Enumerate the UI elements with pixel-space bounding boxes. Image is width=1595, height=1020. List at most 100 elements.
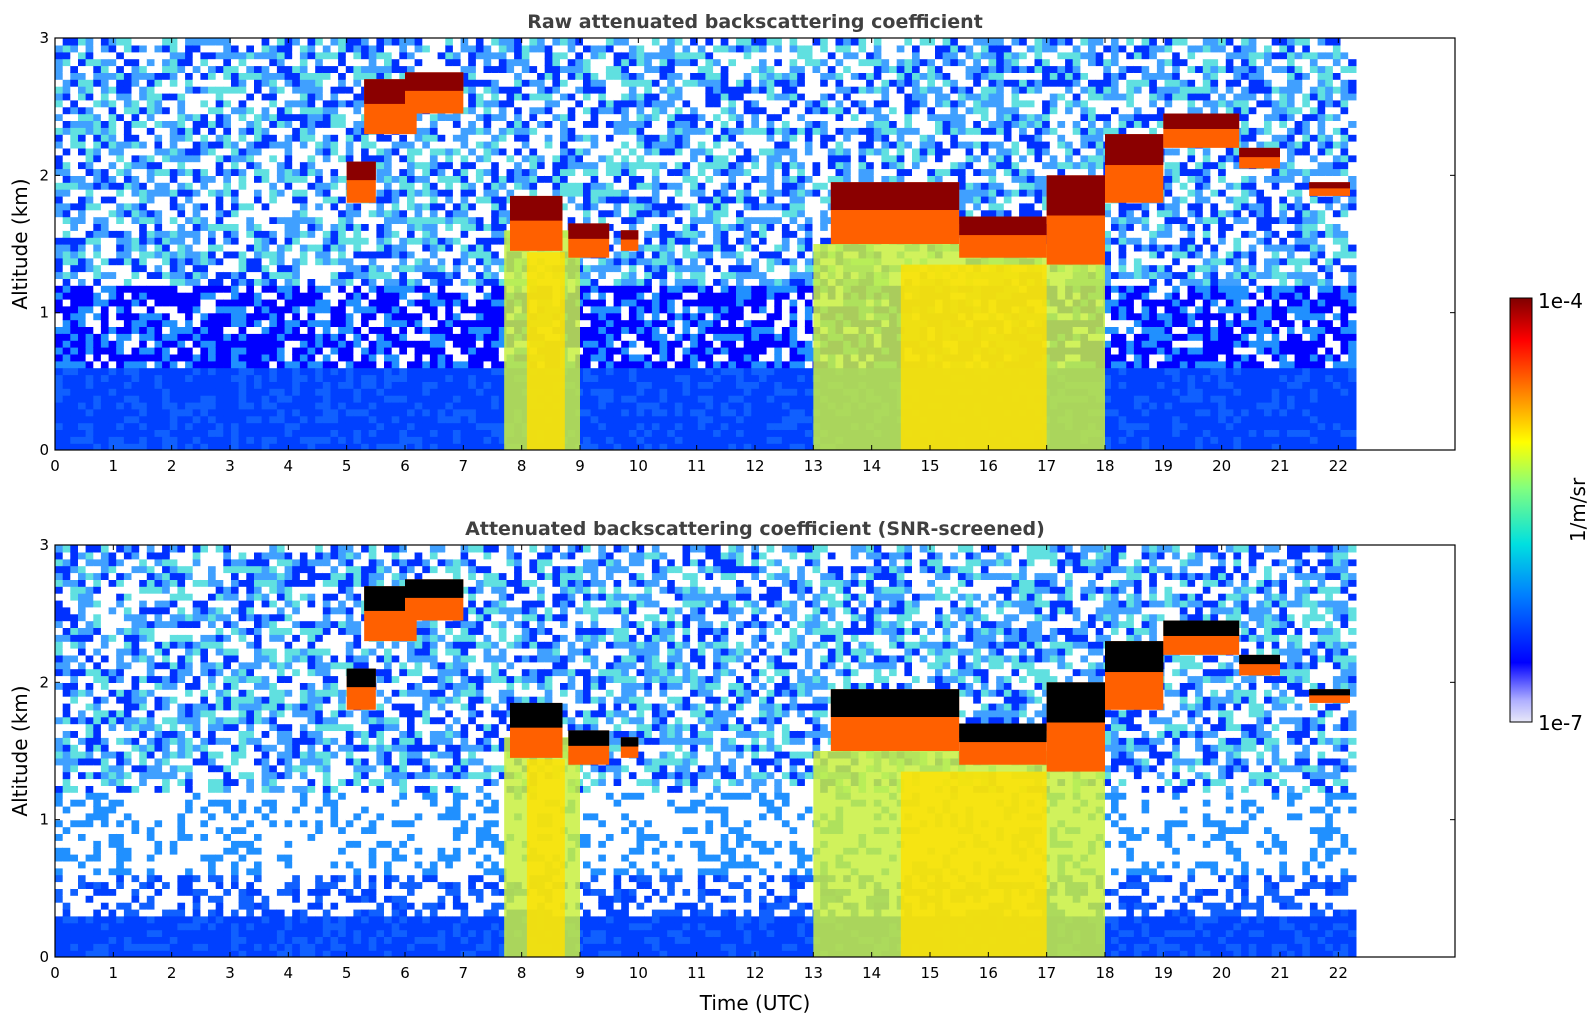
heatmap-cell <box>231 65 240 73</box>
heatmap-cell <box>506 147 515 156</box>
heatmap-cell <box>452 408 462 417</box>
heatmap-cell <box>537 65 546 73</box>
heatmap-cell <box>468 134 477 142</box>
heatmap-cell <box>506 38 515 46</box>
heatmap-cell <box>292 388 301 396</box>
heatmap-cell <box>498 44 508 53</box>
heatmap-cell <box>139 106 148 115</box>
heatmap-cell <box>422 388 431 396</box>
heatmap-cell <box>139 86 148 94</box>
heatmap-cell <box>659 367 668 376</box>
heatmap-cell <box>475 340 485 348</box>
heatmap-cell <box>391 429 400 437</box>
heatmap-cell <box>345 319 355 327</box>
heatmap-cell <box>537 189 546 197</box>
heatmap-cell <box>682 367 691 376</box>
heatmap-cell <box>376 58 385 67</box>
heatmap-cell <box>468 292 477 300</box>
heatmap-cell <box>269 381 278 389</box>
heatmap-cell <box>636 401 645 410</box>
heatmap-cell <box>376 44 385 53</box>
heatmap-cell <box>514 58 523 67</box>
heatmap-cell <box>261 360 270 369</box>
heatmap-cell <box>491 305 500 314</box>
heatmap-cell <box>185 285 194 293</box>
heatmap-cell <box>185 175 194 183</box>
heatmap-cell <box>70 429 79 437</box>
heatmap-cell <box>399 333 408 341</box>
heatmap-cell <box>70 257 79 266</box>
heatmap-cell <box>483 230 492 238</box>
heatmap-cell <box>254 347 263 355</box>
heatmap-cell <box>345 202 355 211</box>
heatmap-cell <box>391 367 400 376</box>
heatmap-cell <box>384 285 393 293</box>
heatmap-cell <box>93 230 102 238</box>
heatmap-cell <box>605 422 615 430</box>
heatmap-cell <box>246 141 255 149</box>
heatmap-cell <box>644 161 653 170</box>
heatmap-cell <box>399 209 408 218</box>
heatmap-cell <box>353 58 362 67</box>
heatmap-cell <box>192 147 201 156</box>
heatmap-cell <box>598 388 607 396</box>
heatmap-cell <box>682 271 691 279</box>
heatmap-cell <box>361 429 370 437</box>
heatmap-cell <box>644 436 653 444</box>
heatmap-cell <box>276 401 286 410</box>
heatmap-cell <box>78 189 87 197</box>
heatmap-cell <box>215 134 224 142</box>
heatmap-cell <box>491 292 500 300</box>
heatmap-cell <box>70 38 79 46</box>
heatmap-cell <box>276 250 286 259</box>
heatmap-cell <box>62 298 71 307</box>
heatmap-cell <box>123 216 133 224</box>
heatmap-cell <box>491 422 500 430</box>
heatmap-cell <box>131 257 140 266</box>
heatmap-cell <box>498 443 508 450</box>
heatmap-cell <box>636 271 645 279</box>
heatmap-cell <box>628 401 638 410</box>
heatmap-cell <box>651 422 661 430</box>
heatmap-cell <box>667 230 676 238</box>
heatmap-cell <box>521 168 531 176</box>
heatmap-cell <box>345 65 355 73</box>
heatmap-cell <box>437 154 446 163</box>
heatmap-cell <box>299 209 309 218</box>
heatmap-cell <box>605 278 615 286</box>
heatmap-cell <box>299 347 309 355</box>
heatmap-cell <box>238 237 247 245</box>
heatmap-cell <box>192 92 201 101</box>
heatmap-cell <box>361 202 370 211</box>
heatmap-cell <box>514 168 523 176</box>
heatmap-cell <box>154 202 163 211</box>
heatmap-cell <box>690 395 699 403</box>
heatmap-cell <box>682 374 691 382</box>
heatmap-cell <box>269 367 278 376</box>
heatmap-cell <box>131 44 140 53</box>
heatmap-cell <box>238 147 247 156</box>
heatmap-cell <box>537 79 546 87</box>
heatmap-cell <box>361 44 370 53</box>
heatmap-cell <box>62 395 71 403</box>
heatmap-cell <box>651 388 661 396</box>
heatmap-cell <box>208 51 217 60</box>
heatmap-cell <box>307 408 316 417</box>
heatmap-cell <box>651 161 661 170</box>
heatmap-cell <box>667 79 676 87</box>
heatmap-cell <box>437 374 446 382</box>
heatmap-cell <box>139 401 148 410</box>
heatmap-cell <box>100 374 110 382</box>
heatmap-cell <box>261 340 270 348</box>
heatmap-cell <box>85 408 94 417</box>
heatmap-cell <box>468 319 477 327</box>
heatmap-cell <box>659 65 668 73</box>
heatmap-cell <box>261 443 270 450</box>
heatmap-cell <box>55 154 64 163</box>
heatmap-cell <box>154 134 163 142</box>
heatmap-cell <box>100 250 110 259</box>
heatmap-cell <box>636 38 645 46</box>
heatmap-cell <box>62 353 71 362</box>
heatmap-cell <box>254 223 263 231</box>
heatmap-cell <box>506 113 515 121</box>
